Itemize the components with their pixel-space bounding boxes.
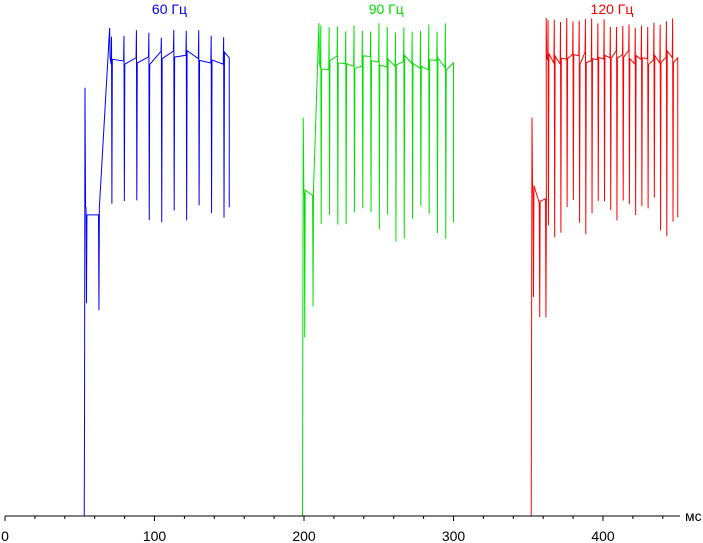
x-tick-label: 100 <box>143 528 167 543</box>
x-axis-label: мс <box>685 508 702 524</box>
series-label: 90 Гц <box>369 1 404 17</box>
series-line <box>453 17 679 517</box>
x-ticks: 0 100 200 300 400 <box>1 516 694 543</box>
x-tick-label: 200 <box>292 528 316 543</box>
x-tick-label: 400 <box>591 528 615 543</box>
series-line <box>229 22 454 517</box>
series-label: 60 Гц <box>152 1 187 17</box>
plot-lines <box>5 17 679 517</box>
x-tick-label: 300 <box>442 528 466 543</box>
series-labels: 60 Гц 90 Гц 120 Гц <box>152 1 633 17</box>
series-label: 120 Гц <box>591 1 634 17</box>
series-line <box>5 27 230 517</box>
x-tick-label: 0 <box>1 528 9 543</box>
